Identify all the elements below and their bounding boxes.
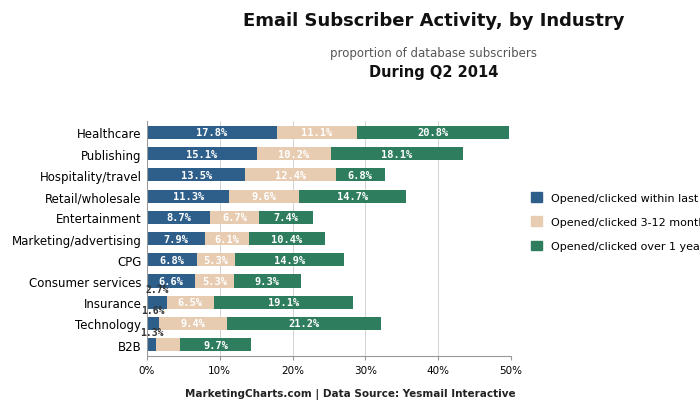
Bar — [147, 254, 197, 266]
Bar — [197, 254, 235, 266]
Text: 7.9%: 7.9% — [163, 234, 188, 244]
Text: 6.7%: 6.7% — [222, 213, 247, 223]
Bar — [147, 190, 230, 203]
Text: 11.1%: 11.1% — [302, 128, 332, 138]
Legend: Opened/clicked within last 90 days, Opened/clicked 3-12 months ago, Opened/click: Opened/clicked within last 90 days, Open… — [531, 193, 700, 252]
Bar — [147, 127, 276, 140]
Bar — [227, 317, 382, 330]
Text: 5.3%: 5.3% — [202, 276, 227, 286]
Text: 6.8%: 6.8% — [348, 171, 373, 181]
Text: 6.5%: 6.5% — [178, 297, 203, 307]
Bar — [147, 232, 204, 245]
Text: proportion of database subscribers: proportion of database subscribers — [330, 47, 538, 60]
Text: 13.5%: 13.5% — [181, 171, 212, 181]
Text: 10.2%: 10.2% — [279, 149, 309, 159]
Bar — [147, 317, 159, 330]
Text: 9.7%: 9.7% — [203, 340, 228, 350]
Text: 20.8%: 20.8% — [417, 128, 449, 138]
Bar — [234, 275, 301, 288]
Text: 19.1%: 19.1% — [268, 297, 299, 307]
Text: 18.1%: 18.1% — [382, 149, 413, 159]
Text: 14.9%: 14.9% — [274, 255, 305, 265]
Bar — [249, 232, 325, 245]
Text: 12.4%: 12.4% — [275, 171, 306, 181]
Bar — [204, 232, 249, 245]
Bar — [276, 127, 358, 140]
Bar — [147, 275, 195, 288]
Bar — [210, 211, 259, 224]
Bar — [358, 127, 509, 140]
Text: 8.7%: 8.7% — [166, 213, 191, 223]
Bar — [257, 148, 331, 161]
Text: 9.3%: 9.3% — [255, 276, 280, 286]
Text: MC: MC — [20, 34, 50, 51]
Bar — [214, 296, 353, 309]
Text: 2.7%: 2.7% — [145, 284, 169, 294]
Text: 6.1%: 6.1% — [214, 234, 239, 244]
Bar — [245, 169, 335, 182]
Bar — [147, 338, 157, 351]
Bar — [167, 296, 214, 309]
Text: 6.6%: 6.6% — [158, 276, 183, 286]
Text: 9.6%: 9.6% — [252, 192, 276, 202]
Text: 7.4%: 7.4% — [274, 213, 298, 223]
Bar — [195, 275, 234, 288]
Bar — [147, 211, 210, 224]
Bar — [259, 211, 313, 224]
Text: 6.8%: 6.8% — [160, 255, 184, 265]
Bar — [159, 317, 227, 330]
Bar — [181, 338, 251, 351]
Bar — [230, 190, 299, 203]
Text: 15.1%: 15.1% — [186, 149, 218, 159]
Bar — [235, 254, 344, 266]
Bar — [157, 338, 181, 351]
Bar — [147, 169, 245, 182]
Text: 1.6%: 1.6% — [141, 306, 164, 315]
Text: MarketingCharts.com | Data Source: Yesmail Interactive: MarketingCharts.com | Data Source: Yesma… — [185, 388, 515, 399]
Text: 21.2%: 21.2% — [288, 319, 320, 328]
Text: 5.3%: 5.3% — [203, 255, 228, 265]
Bar — [331, 148, 463, 161]
Text: 17.8%: 17.8% — [196, 128, 228, 138]
Bar — [335, 169, 385, 182]
Text: 1.3%: 1.3% — [140, 327, 164, 337]
Text: During Q2 2014: During Q2 2014 — [370, 65, 498, 80]
Text: 9.4%: 9.4% — [181, 319, 205, 328]
Text: 10.4%: 10.4% — [271, 234, 302, 244]
Text: 11.3%: 11.3% — [172, 192, 204, 202]
Bar — [147, 296, 167, 309]
Bar — [299, 190, 406, 203]
Text: Email Subscriber Activity, by Industry: Email Subscriber Activity, by Industry — [244, 12, 624, 30]
Text: 14.7%: 14.7% — [337, 192, 368, 202]
Bar — [147, 148, 257, 161]
